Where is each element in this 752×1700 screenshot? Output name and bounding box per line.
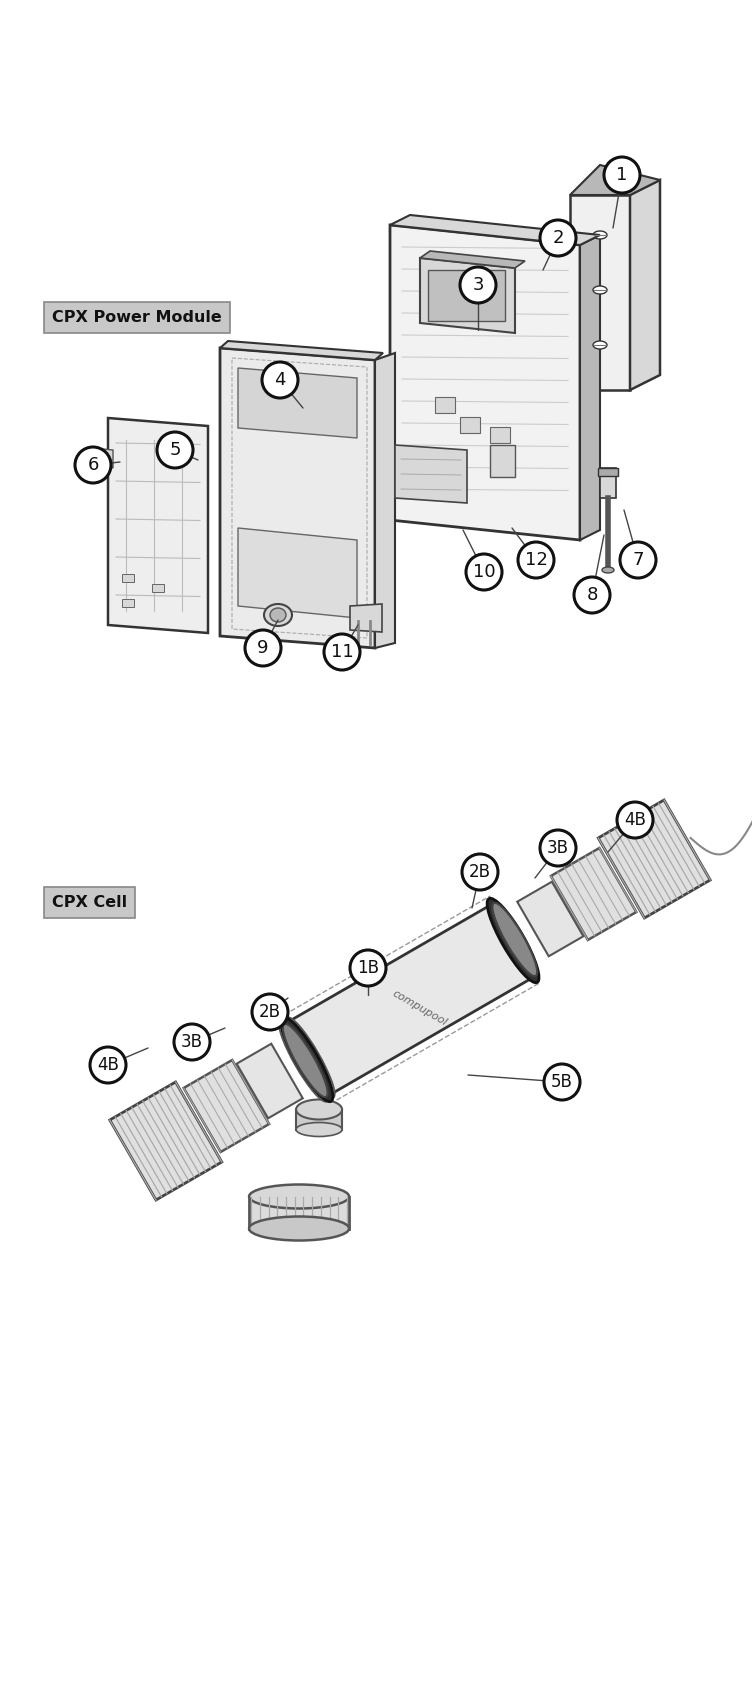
Polygon shape [238, 367, 357, 439]
Bar [435, 398, 455, 413]
Circle shape [174, 1023, 210, 1061]
Polygon shape [249, 1197, 349, 1229]
Ellipse shape [296, 1100, 342, 1120]
Text: 3B: 3B [181, 1034, 203, 1051]
Polygon shape [420, 252, 525, 269]
Polygon shape [237, 1044, 303, 1119]
Text: 3B: 3B [547, 840, 569, 857]
Polygon shape [517, 882, 584, 957]
Text: compupool: compupool [391, 988, 449, 1028]
Bar [490, 445, 515, 478]
Polygon shape [238, 529, 357, 619]
Polygon shape [220, 348, 375, 648]
Circle shape [540, 219, 576, 257]
Text: 1B: 1B [357, 959, 379, 978]
Circle shape [90, 1047, 126, 1083]
Text: CPX Cell: CPX Cell [52, 894, 127, 910]
Ellipse shape [593, 286, 607, 294]
Ellipse shape [283, 1023, 328, 1096]
Bar [152, 585, 164, 592]
Ellipse shape [593, 342, 607, 348]
Circle shape [245, 631, 281, 666]
Circle shape [324, 634, 360, 670]
Text: 2B: 2B [469, 864, 491, 881]
Ellipse shape [593, 231, 607, 240]
Circle shape [620, 542, 656, 578]
Polygon shape [183, 1061, 269, 1153]
Circle shape [462, 853, 498, 891]
Bar [598, 468, 618, 476]
Polygon shape [390, 214, 600, 245]
Circle shape [617, 802, 653, 838]
Ellipse shape [279, 1022, 328, 1102]
Polygon shape [220, 342, 383, 360]
Text: 8: 8 [587, 586, 598, 604]
Circle shape [518, 542, 554, 578]
Text: 3: 3 [472, 275, 484, 294]
Circle shape [252, 994, 288, 1030]
Circle shape [262, 362, 298, 398]
Text: 11: 11 [331, 643, 353, 661]
Ellipse shape [602, 568, 614, 573]
Ellipse shape [249, 1217, 349, 1241]
Text: CPX Power Module: CPX Power Module [52, 309, 222, 325]
Ellipse shape [493, 903, 537, 976]
Polygon shape [296, 1110, 342, 1129]
Polygon shape [390, 224, 580, 541]
Ellipse shape [249, 1185, 349, 1209]
Text: 5B: 5B [551, 1073, 573, 1091]
Polygon shape [350, 604, 382, 632]
Bar [600, 468, 616, 498]
Polygon shape [570, 165, 660, 196]
Polygon shape [570, 196, 630, 389]
Polygon shape [93, 449, 113, 468]
Text: 12: 12 [525, 551, 547, 570]
Circle shape [157, 432, 193, 468]
Circle shape [75, 447, 111, 483]
Bar [122, 575, 134, 581]
Polygon shape [551, 848, 636, 940]
Text: 2: 2 [552, 230, 564, 246]
Bar [490, 427, 510, 444]
Circle shape [466, 554, 502, 590]
Bar [460, 416, 480, 434]
Text: 5: 5 [169, 440, 180, 459]
Text: 1: 1 [617, 167, 628, 184]
Ellipse shape [487, 898, 539, 983]
Polygon shape [580, 235, 600, 541]
Bar [122, 598, 134, 607]
Ellipse shape [281, 1017, 333, 1102]
Polygon shape [630, 180, 660, 389]
Text: 10: 10 [473, 563, 496, 581]
Polygon shape [375, 354, 395, 648]
Polygon shape [598, 801, 710, 918]
Ellipse shape [270, 609, 286, 622]
Bar [428, 270, 505, 321]
Polygon shape [420, 258, 515, 333]
Text: 6: 6 [87, 456, 99, 474]
Polygon shape [108, 418, 208, 632]
Circle shape [540, 830, 576, 865]
Polygon shape [110, 1081, 222, 1200]
Ellipse shape [296, 1122, 342, 1137]
Circle shape [544, 1064, 580, 1100]
Text: 2B: 2B [259, 1003, 281, 1022]
Ellipse shape [286, 1017, 335, 1098]
Circle shape [460, 267, 496, 303]
Ellipse shape [264, 604, 292, 626]
Polygon shape [290, 906, 531, 1093]
Text: 4: 4 [274, 371, 286, 389]
Polygon shape [395, 445, 467, 503]
Circle shape [574, 576, 610, 614]
Text: 4B: 4B [624, 811, 646, 830]
Text: 7: 7 [632, 551, 644, 570]
Circle shape [604, 156, 640, 194]
Text: 4B: 4B [97, 1056, 119, 1074]
Text: 9: 9 [257, 639, 268, 656]
Circle shape [350, 950, 386, 986]
